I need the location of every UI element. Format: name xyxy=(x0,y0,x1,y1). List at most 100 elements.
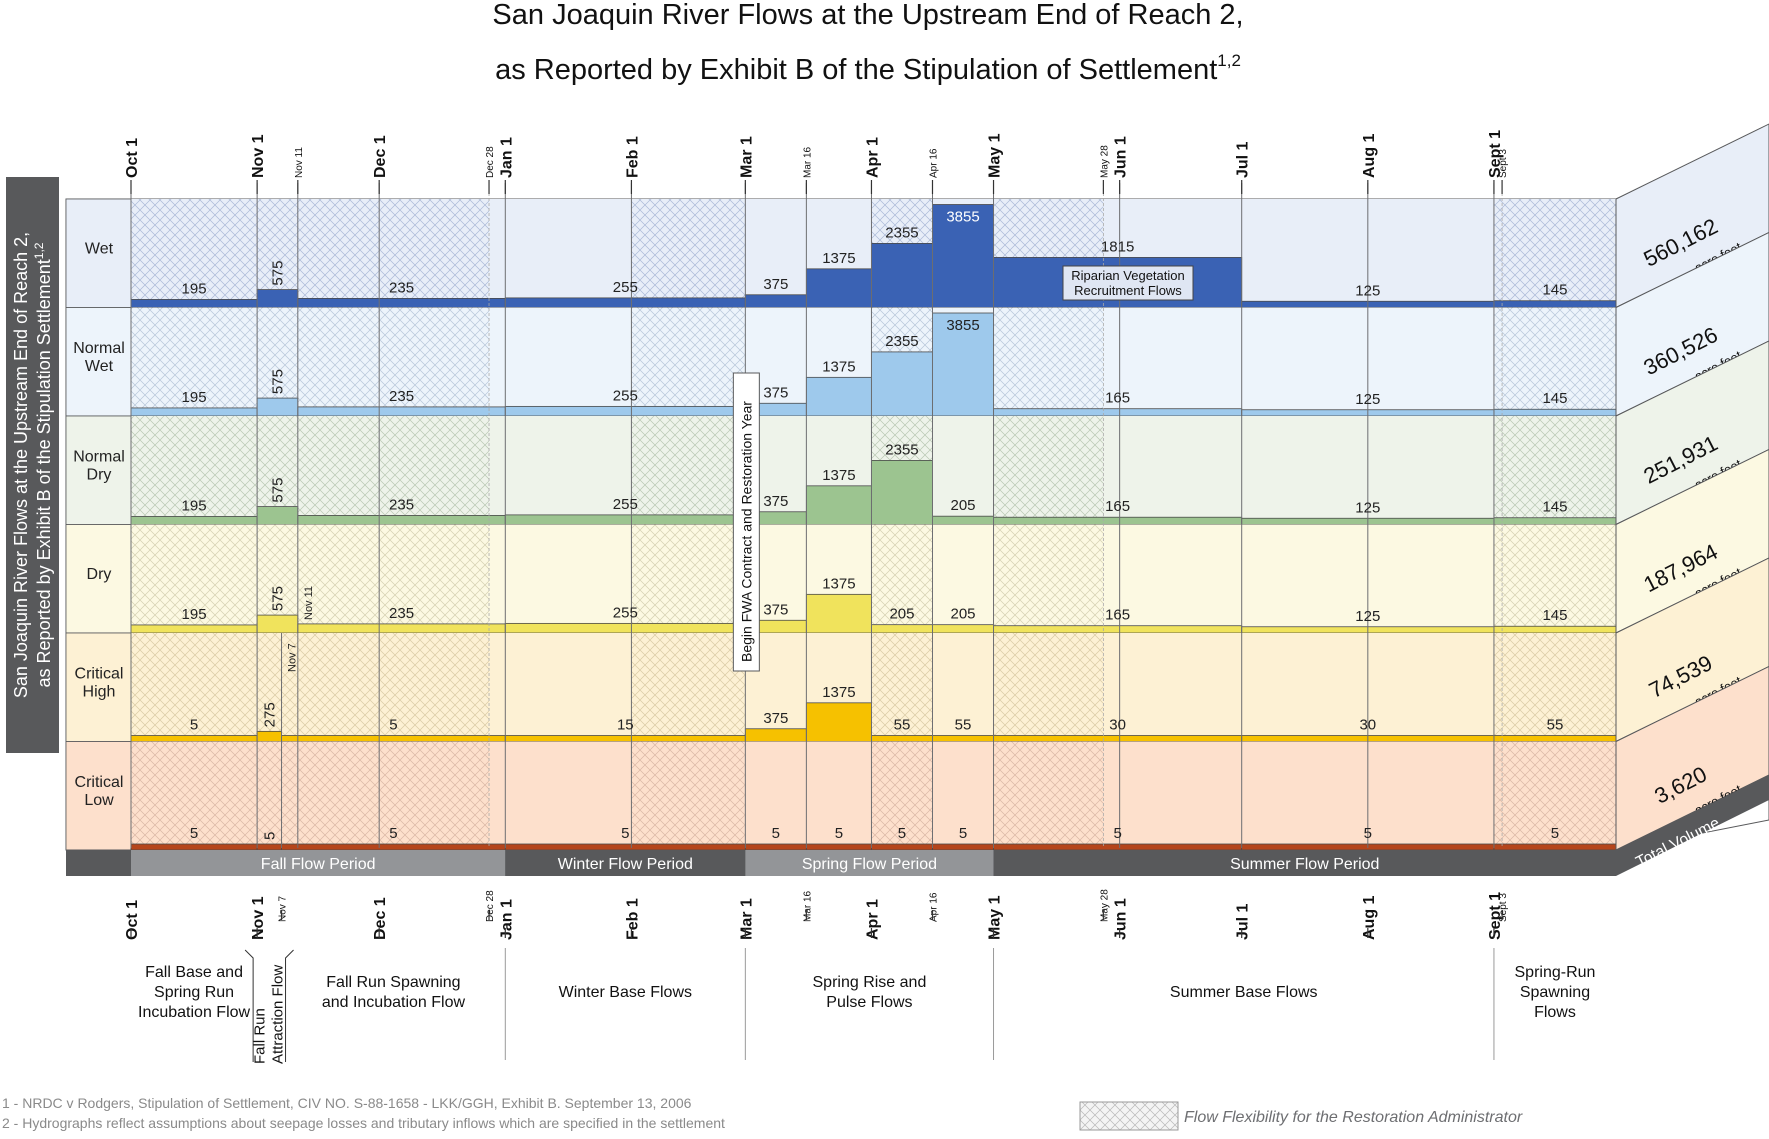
flow-type-spring-rise-and-pulse-flows-line1: Pulse Flows xyxy=(826,994,912,1011)
flow-type-fall-base-and-spring-run-incubation-flow-line2: Incubation Flow xyxy=(138,1004,251,1021)
flow-bar-wet-4 xyxy=(744,294,807,308)
flexibility-hatch-critical-high-3 xyxy=(993,633,1104,742)
row-label-normal-wet-1: Wet xyxy=(85,358,114,375)
flow-label-critical-low-1: 5 xyxy=(261,832,278,840)
flow-type-winter-base-flows-line0: Winter Base Flows xyxy=(559,984,692,1001)
flow-label-dry-6: 205 xyxy=(889,606,914,623)
flexibility-hatch-critical-low-3 xyxy=(993,741,1104,850)
axis-bottom-label-sept-3: Sept 3 xyxy=(1498,893,1509,922)
flow-bar-normal-dry-7 xyxy=(932,515,994,525)
flow-label-wet-6: 2355 xyxy=(885,224,918,241)
flow-label-critical-low-3: 5 xyxy=(621,825,629,842)
chart-title-line2: as Reported by Exhibit B of the Stipulat… xyxy=(495,51,1241,86)
flow-bar-critical-high-8 xyxy=(993,735,1243,742)
flow-bar-wet-3 xyxy=(504,297,746,308)
flow-type-bracket-fall-run-attraction-flow xyxy=(244,949,294,1062)
axis-top-label-dec-28: Dec 28 xyxy=(485,146,496,178)
flow-label-critical-high-1: 275 xyxy=(261,702,278,727)
flow-label-wet-9: 125 xyxy=(1355,282,1380,299)
flow-period-label-winter-flow-period: Winter Flow Period xyxy=(558,856,693,873)
volume-cell-dry xyxy=(1615,448,1769,634)
flow-bar-dry-5 xyxy=(805,593,872,634)
flow-bar-normal-wet-5 xyxy=(805,376,872,417)
flow-bar-critical-low-1 xyxy=(256,843,282,851)
flow-bar-critical-high-0 xyxy=(130,735,258,742)
flow-type-summer-base-flows-line0: Summer Base Flows xyxy=(1170,984,1318,1001)
total-volume-band xyxy=(1616,775,1769,876)
flow-bar-dry-0 xyxy=(130,624,258,634)
flow-type-spring-run-spawning-flows-line2: Flows xyxy=(1534,1004,1576,1021)
flow-bar-normal-dry-5 xyxy=(805,485,872,525)
fwa-annotation-box xyxy=(732,372,760,672)
flow-label-critical-low-6: 5 xyxy=(898,825,906,842)
flow-bar-wet-5 xyxy=(805,268,872,308)
volume-cell-critical-high xyxy=(1615,557,1769,743)
flow-bar-critical-high-6 xyxy=(871,735,933,742)
flexibility-hatch-critical-low-4 xyxy=(1493,741,1616,850)
flexibility-hatch-critical-high-1 xyxy=(631,633,746,742)
row-label-critical-low-1: Low xyxy=(84,792,114,809)
row-label-cell-dry xyxy=(65,524,132,634)
flow-bar-wet-0 xyxy=(130,299,258,308)
chart-title-line1: San Joaquin River Flows at the Upstream … xyxy=(492,0,1243,31)
flow-label-dry-1: 575 xyxy=(269,586,286,611)
flow-type-fall-run-attraction-flow-line1: Attraction Flow xyxy=(269,965,286,1064)
axis-top-label-jul-1: Jul 1 xyxy=(1235,141,1252,178)
flow-label-normal-wet-5: 1375 xyxy=(822,358,855,375)
axis-bottom-label-may-1: May 1 xyxy=(987,895,1004,940)
flow-bar-normal-wet-10 xyxy=(1493,408,1617,417)
flexibility-hatch-normal-dry-3 xyxy=(993,416,1104,525)
flow-bar-critical-low-2 xyxy=(281,843,506,851)
flow-label-wet-4: 375 xyxy=(763,276,788,293)
flow-bar-normal-wet-6 xyxy=(871,351,933,417)
flexibility-hatch-critical-low-2 xyxy=(871,741,933,850)
flow-label-wet-0: 195 xyxy=(182,280,207,297)
flow-type-spring-run-spawning-flows-line0: Spring-Run xyxy=(1515,964,1596,981)
axis-bottom-label-may-28: May 28 xyxy=(1099,889,1110,922)
chart-title-line2-text: as Reported by Exhibit B of the Stipulat… xyxy=(495,54,1217,86)
flow-period-spring-flow-period xyxy=(745,850,994,876)
flow-bar-normal-dry-6 xyxy=(871,460,933,525)
flow-bar-critical-low-4 xyxy=(744,843,807,851)
flow-bar-dry-6 xyxy=(871,624,933,634)
volume-cell-normal-dry xyxy=(1615,340,1769,526)
flow-bar-normal-dry-10 xyxy=(1493,517,1617,525)
flow-label-normal-wet-9: 125 xyxy=(1355,391,1380,408)
flow-label-dry-5: 1375 xyxy=(822,575,855,592)
flow-label-dry-8: 165 xyxy=(1105,607,1130,624)
flow-bar-dry-10 xyxy=(1493,625,1617,634)
flow-label-critical-high-5: 1375 xyxy=(822,684,855,701)
footnote-1: 1 - NRDC v Rodgers, Stipulation of Settl… xyxy=(2,1095,692,1111)
row-label-cell-critical-high xyxy=(65,632,132,742)
annotation-nov-7: Nov 7 xyxy=(287,643,299,672)
flow-label-normal-wet-1: 575 xyxy=(269,369,286,394)
flow-bar-critical-low-10 xyxy=(1493,843,1617,851)
flow-label-normal-dry-0: 195 xyxy=(182,497,207,514)
flow-bar-critical-low-8 xyxy=(993,843,1243,851)
flow-label-wet-1: 575 xyxy=(269,261,286,286)
flow-label-critical-high-7: 55 xyxy=(955,717,972,734)
axis-top-label-aug-1: Aug 1 xyxy=(1361,133,1378,178)
legend-flexibility-label: Flow Flexibility for the Restoration Adm… xyxy=(1184,1109,1523,1126)
flow-bar-normal-wet-1 xyxy=(256,397,299,417)
axis-top-label-sept-1: Sept 1 xyxy=(1487,130,1504,178)
axis-bottom-label-nov-1: Nov 1 xyxy=(250,896,267,940)
flow-bar-normal-dry-1 xyxy=(256,506,299,525)
flow-label-critical-low-5: 5 xyxy=(835,825,843,842)
flow-bar-normal-wet-7 xyxy=(932,312,994,417)
axis-bottom-label-dec-28: Dec 28 xyxy=(485,890,496,922)
flexibility-hatch-dry-4 xyxy=(1493,524,1616,633)
total-volume-panel: 560,162acre feet360,526acre feet251,931a… xyxy=(1615,123,1769,876)
flow-bar-critical-low-7 xyxy=(932,843,994,851)
flow-label-dry-2: 235 xyxy=(389,605,414,622)
flow-type-fall-base-and-spring-run-incubation-flow-line0: Fall Base and xyxy=(145,964,243,981)
axis-bottom-label-aug-1: Aug 1 xyxy=(1361,895,1378,940)
flow-bar-critical-high-10 xyxy=(1493,735,1617,742)
flexibility-hatch-dry-0 xyxy=(131,524,490,633)
flow-label-critical-high-10: 55 xyxy=(1547,717,1564,734)
volume-cell-critical-low xyxy=(1615,665,1769,851)
flow-bar-critical-high-7 xyxy=(932,735,994,742)
row-label-normal-dry-1: Dry xyxy=(87,466,112,483)
axis-top-label-mar-16: Mar 16 xyxy=(802,146,813,178)
